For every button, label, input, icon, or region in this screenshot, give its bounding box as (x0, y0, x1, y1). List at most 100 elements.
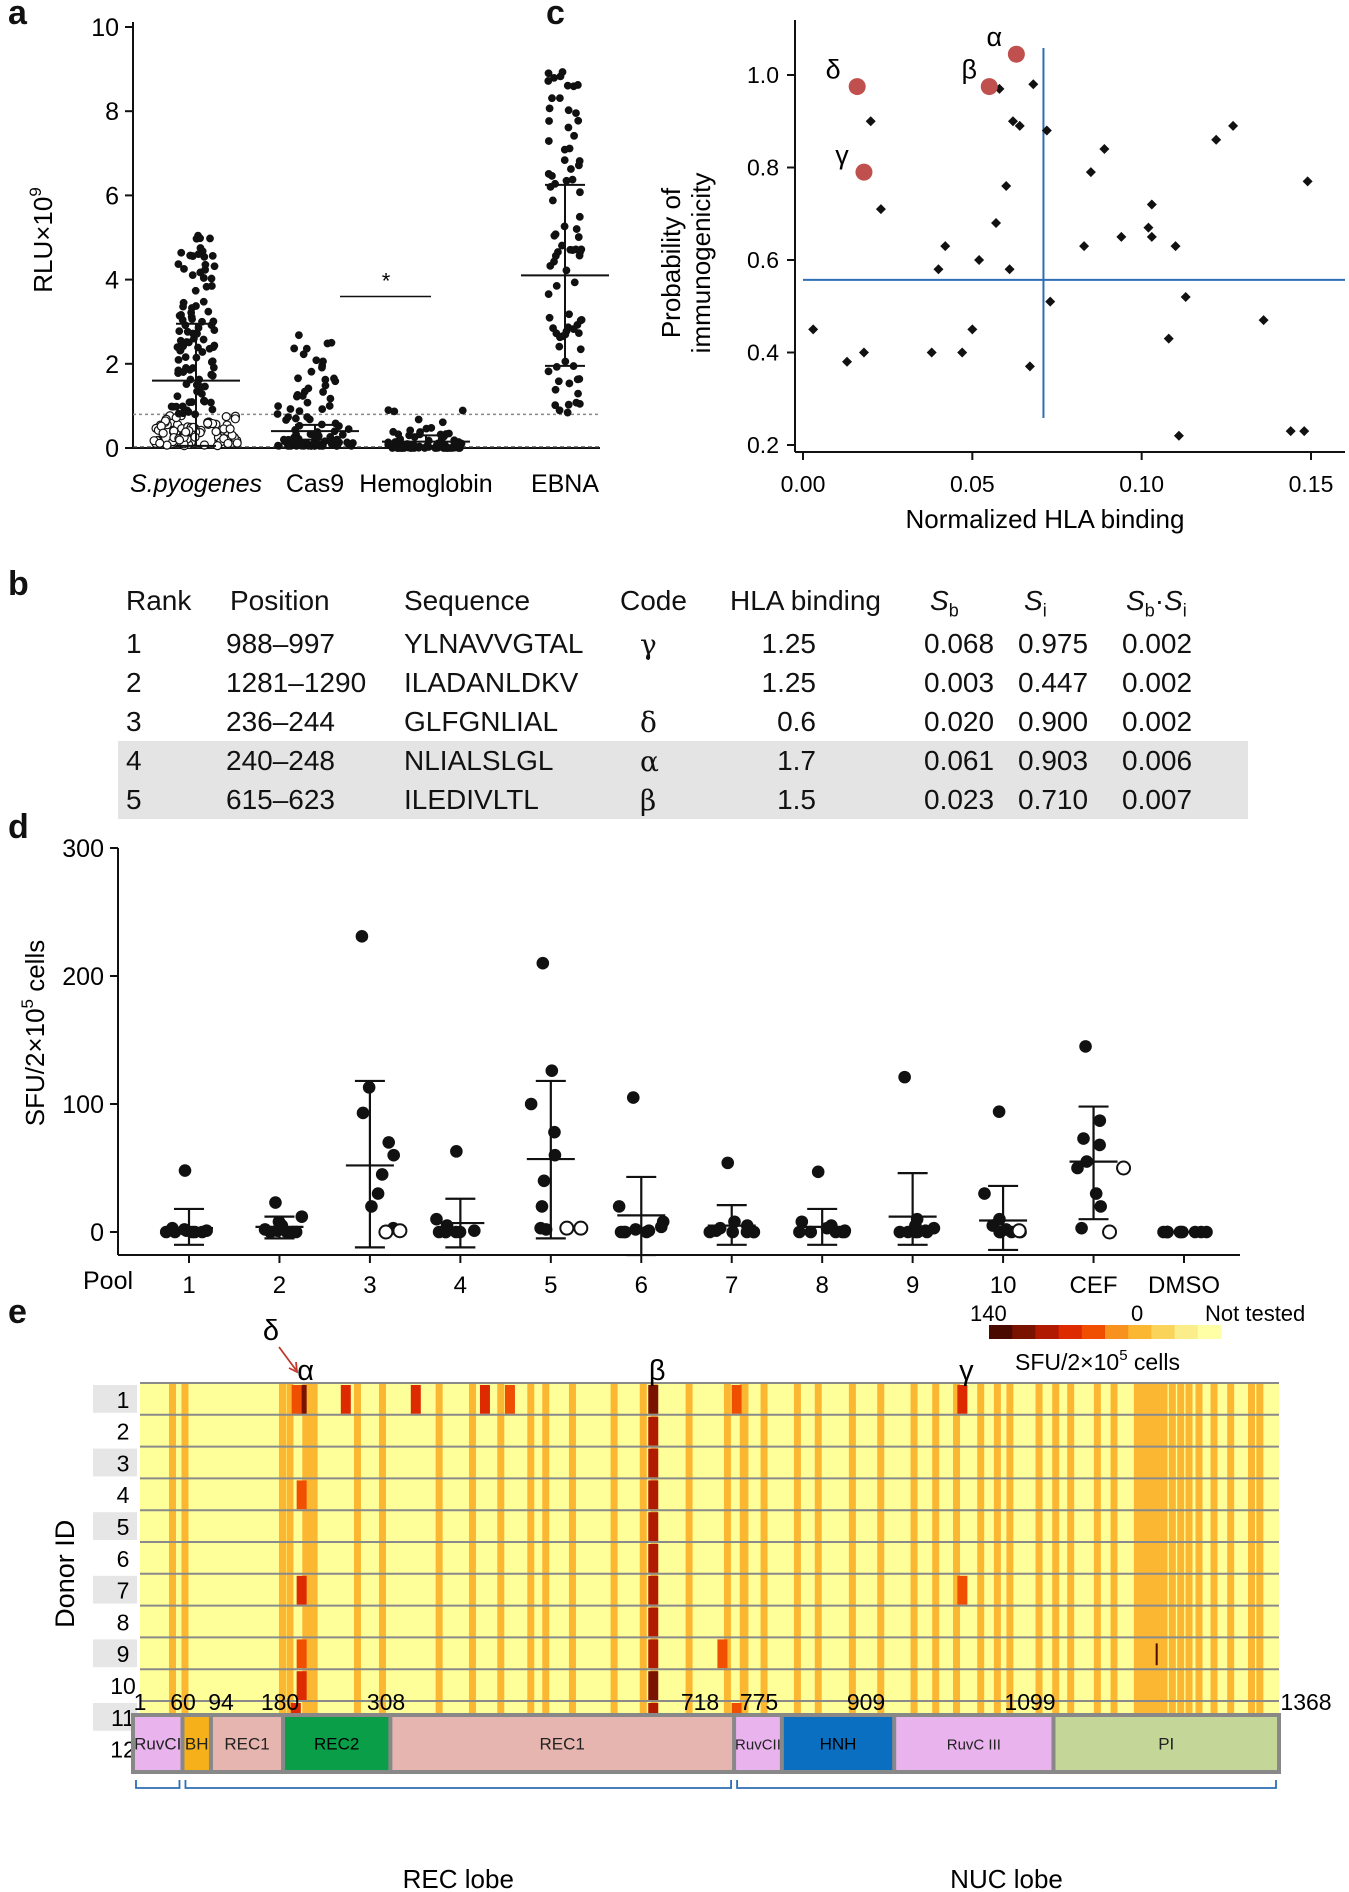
data-point (1041, 125, 1052, 136)
data-point (210, 262, 219, 271)
data-point (575, 212, 584, 221)
data-point (1093, 1138, 1106, 1152)
epitope-label: α (297, 1355, 314, 1387)
data-point (207, 274, 216, 283)
data-point (1094, 1200, 1108, 1213)
data-point (564, 400, 573, 409)
data-point (564, 106, 573, 115)
legend-max-label: 140 (970, 1301, 1007, 1326)
data-point (1228, 120, 1239, 131)
y-label-main: SFU/2×10 (20, 1008, 50, 1126)
x-tick-label: 1 (182, 1272, 195, 1299)
data-point (1211, 134, 1222, 145)
data-point (842, 356, 853, 367)
response-cell (410, 1385, 421, 1414)
response-cell (296, 1575, 307, 1605)
data-point (180, 264, 188, 273)
data-point (371, 1187, 385, 1200)
data-point (565, 310, 573, 319)
data-point (422, 424, 431, 433)
response-cell (648, 1448, 659, 1478)
data-point (1285, 426, 1296, 437)
data-point (303, 398, 312, 407)
x-tick-label: 0.10 (1119, 471, 1164, 497)
position-label: 60 (170, 1689, 196, 1715)
cell-position: 240–248 (226, 745, 336, 776)
delta-arrow-head (288, 1361, 299, 1374)
data-point (535, 1200, 549, 1213)
data-point (198, 348, 207, 356)
data-point (174, 260, 183, 269)
data-point-open (211, 427, 221, 437)
col-header-sb: Sb (930, 585, 959, 621)
data-point (565, 144, 574, 153)
data-point (1045, 296, 1056, 307)
domain-label: BH (185, 1735, 209, 1754)
y-tick-label: 8 (105, 98, 119, 126)
data-point (933, 264, 944, 275)
data-point (555, 342, 564, 351)
y-axis-label-line1: Probability of (656, 187, 686, 338)
data-point (640, 1225, 653, 1239)
data-point (468, 1224, 481, 1238)
data-point (572, 225, 581, 233)
data-point (565, 379, 574, 388)
legend-title: SFU/2×105 cells (1015, 1347, 1180, 1375)
cell-si: 0.900 (1018, 706, 1089, 737)
data-point-open (203, 418, 213, 428)
x-tick-label: 0.00 (781, 471, 826, 497)
data-point (375, 1168, 389, 1181)
data-point (994, 83, 1005, 94)
data-point (206, 234, 214, 243)
data-point (1014, 120, 1025, 131)
data-point (1099, 144, 1110, 154)
data-point (1089, 1187, 1103, 1200)
response-cell (648, 1512, 659, 1541)
position-label: 94 (208, 1689, 234, 1715)
donor-label-bg (93, 1639, 137, 1668)
data-point-open (559, 1220, 575, 1236)
data-point (1004, 264, 1015, 275)
cell-sequence: NLIALSLGL (404, 745, 554, 776)
response-cell (731, 1385, 742, 1414)
data-point (186, 251, 195, 260)
cell-sbsi: 0.002 (1122, 667, 1193, 698)
data-point (179, 298, 188, 307)
data-point (926, 347, 937, 358)
data-point (182, 380, 191, 388)
table-row: 5 615–623 ILEDIVLTL β 1.5 0.023 0.710 0.007 (118, 780, 1248, 819)
data-point (303, 413, 312, 421)
donor-label-bg (93, 1448, 137, 1477)
donor-label: 10 (110, 1673, 136, 1699)
data-point (390, 407, 399, 416)
data-point (811, 1165, 825, 1179)
data-point (1007, 116, 1018, 127)
legend-title-main: SFU/2×10 (1015, 1349, 1119, 1375)
data-point (563, 81, 572, 90)
data-point (572, 109, 580, 118)
data-point (808, 324, 819, 335)
cell-sbsi: 0.007 (1122, 784, 1193, 815)
data-point (575, 251, 584, 260)
data-point (184, 338, 193, 347)
data-point (898, 1070, 911, 1084)
response-cell (648, 1416, 659, 1446)
data-point (1302, 176, 1313, 187)
data-point (544, 137, 553, 145)
significance-label: * (382, 268, 391, 293)
y-tick-label: 0.6 (747, 247, 779, 273)
data-point (555, 406, 564, 415)
data-point (549, 324, 557, 333)
data-point (1116, 231, 1127, 242)
panel-label-d: d (8, 808, 29, 846)
cell-rank: 3 (126, 706, 142, 737)
data-point (629, 1223, 642, 1236)
data-point (389, 427, 398, 436)
legend-title-tail: cells (1128, 1349, 1180, 1375)
data-point (544, 367, 553, 376)
data-point (204, 307, 213, 316)
data-point (304, 384, 313, 393)
y-axis-label-line2: immunogenicity (686, 173, 716, 354)
data-point (957, 347, 968, 358)
data-point (274, 402, 283, 411)
